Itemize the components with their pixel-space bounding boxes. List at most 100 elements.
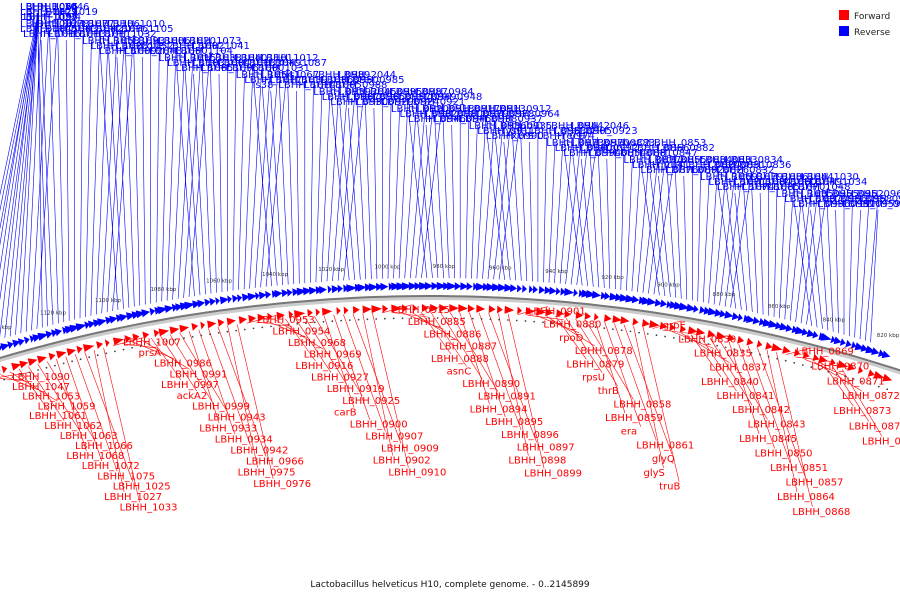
reverse-gene-label: LBHH_1093 xyxy=(107,36,165,47)
reverse-callout-line xyxy=(315,90,323,283)
forward-gene-arrow xyxy=(604,314,612,323)
reverse-gene-arrow xyxy=(414,282,422,291)
reverse-gene-label: LBHH_1035 xyxy=(776,189,834,200)
track-dot xyxy=(810,366,813,369)
forward-gene-arrow xyxy=(200,321,205,330)
reverse-gene-arrow xyxy=(287,288,293,297)
track-dot xyxy=(550,322,553,324)
reverse-callout-line xyxy=(36,17,59,329)
reverse-gene-arrow xyxy=(62,326,68,335)
reverse-gene-arrow xyxy=(560,287,566,296)
kbp-tick-label: 840 kbp xyxy=(823,318,846,324)
reverse-callout-line xyxy=(713,170,727,305)
track-dot xyxy=(384,317,386,320)
forward-callout-line xyxy=(813,361,863,392)
forward-gene-arrow xyxy=(545,308,554,317)
forward-gene-arrow xyxy=(695,327,706,336)
forward-callout-line xyxy=(738,343,775,449)
reverse-gene-arrow xyxy=(69,324,81,333)
reverse-gene-label: LBHH_1096 xyxy=(201,63,259,74)
reverse-gene-arrow xyxy=(746,315,756,323)
reverse-gene-arrow xyxy=(850,341,857,349)
forward-callout-line xyxy=(74,354,118,472)
reverse-gene-arrow xyxy=(860,344,869,352)
forward-gene-label: glyS xyxy=(644,468,665,479)
reverse-callout-line xyxy=(398,97,409,279)
reverse-gene-label: LBHH_1030 xyxy=(801,172,859,183)
reverse-callout-line xyxy=(20,17,39,334)
forward-callout-line xyxy=(323,315,355,408)
forward-gene-arrow xyxy=(867,369,875,377)
reverse-gene-arrow xyxy=(296,287,308,296)
track-dot xyxy=(375,318,378,320)
reverse-gene-label: LBHH_0913 xyxy=(468,104,526,115)
forward-gene-arrow xyxy=(294,310,306,319)
track-dot xyxy=(818,368,821,371)
forward-gene-label: LBHH_0897 xyxy=(517,443,575,454)
kbp-tick-label: 1060 kbp xyxy=(206,278,232,284)
track-dot xyxy=(568,323,571,326)
forward-gene-arrow xyxy=(382,304,389,313)
forward-gene-label: LBHH_0864 xyxy=(777,492,835,503)
reverse-gene-arrow xyxy=(135,310,146,319)
reverse-gene-label: LBHH_1040 xyxy=(210,53,268,64)
forward-gene-arrow xyxy=(158,328,170,337)
reverse-callout-line xyxy=(0,17,39,271)
reverse-gene-arrow xyxy=(391,282,402,291)
reverse-gene-label: LBHH_1022 xyxy=(20,7,78,18)
forward-gene-label: LBHH_0871 xyxy=(827,376,885,387)
reverse-callout-line xyxy=(451,124,455,279)
forward-callout-line xyxy=(0,371,33,378)
reverse-gene-arrow xyxy=(666,300,672,309)
forward-callout-line xyxy=(56,358,87,452)
reverse-gene-arrow xyxy=(154,306,162,315)
reverse-gene-label: LBHH_1085 xyxy=(742,182,800,193)
forward-gene-arrow xyxy=(19,360,29,369)
forward-gene-label: LBHH_0842 xyxy=(732,405,790,416)
reverse-callout-line xyxy=(37,34,48,327)
forward-gene-arrow xyxy=(0,370,1,371)
reverse-gene-arrow xyxy=(241,293,251,302)
reverse-gene-label: recU xyxy=(563,131,586,142)
reverse-gene-arrow xyxy=(87,320,96,329)
forward-gene-label: LBHH_0896 xyxy=(501,430,559,441)
track-dot xyxy=(681,338,684,341)
forward-gene-label: asnC xyxy=(447,367,472,378)
track-dot xyxy=(801,364,804,366)
reverse-gene-arrow xyxy=(255,292,260,300)
reverse-gene-arrow xyxy=(184,301,196,310)
kbp-tick-label: 1000 kbp xyxy=(375,265,401,271)
reverse-callout-line xyxy=(337,80,357,281)
track-dot xyxy=(235,329,238,332)
reverse-callout-line xyxy=(801,204,818,328)
track-dot xyxy=(869,383,872,385)
track-dot xyxy=(3,378,6,381)
reverse-callout-line xyxy=(859,199,870,340)
reverse-gene-label: LBHH_1056 xyxy=(20,2,78,13)
track-dot xyxy=(835,373,838,375)
reverse-gene-arrow xyxy=(319,286,327,294)
reverse-gene-arrow xyxy=(801,328,809,336)
track-dot xyxy=(419,317,421,319)
reverse-gene-arrow xyxy=(12,339,21,348)
forward-callout-line xyxy=(604,322,641,427)
reverse-gene-label: LBHH_2041 xyxy=(632,160,690,171)
forward-callout-line xyxy=(766,350,798,493)
track-dot xyxy=(533,320,536,323)
reverse-gene-arrow xyxy=(555,287,561,296)
reverse-gene-arrow xyxy=(768,320,780,328)
reverse-callout-line xyxy=(238,73,245,290)
legend-reverse-label: Reverse xyxy=(854,28,891,38)
reverse-gene-arrow xyxy=(0,343,10,351)
reverse-gene-arrow xyxy=(638,296,646,305)
reverse-gene-label: LBHH_1031 xyxy=(252,63,310,74)
reverse-gene-label: xerS xyxy=(511,131,533,142)
reverse-gene-label: LBHH_1019 xyxy=(40,7,98,18)
reverse-gene-label: is1 xyxy=(287,70,301,81)
forward-gene-arrow xyxy=(873,371,885,379)
reverse-gene-arrow xyxy=(532,285,538,294)
reverse-gene-arrow xyxy=(126,312,136,321)
forward-gene-label: glyQ xyxy=(652,454,675,465)
callout-lines xyxy=(0,12,883,507)
reverse-gene-arrow xyxy=(315,286,323,295)
